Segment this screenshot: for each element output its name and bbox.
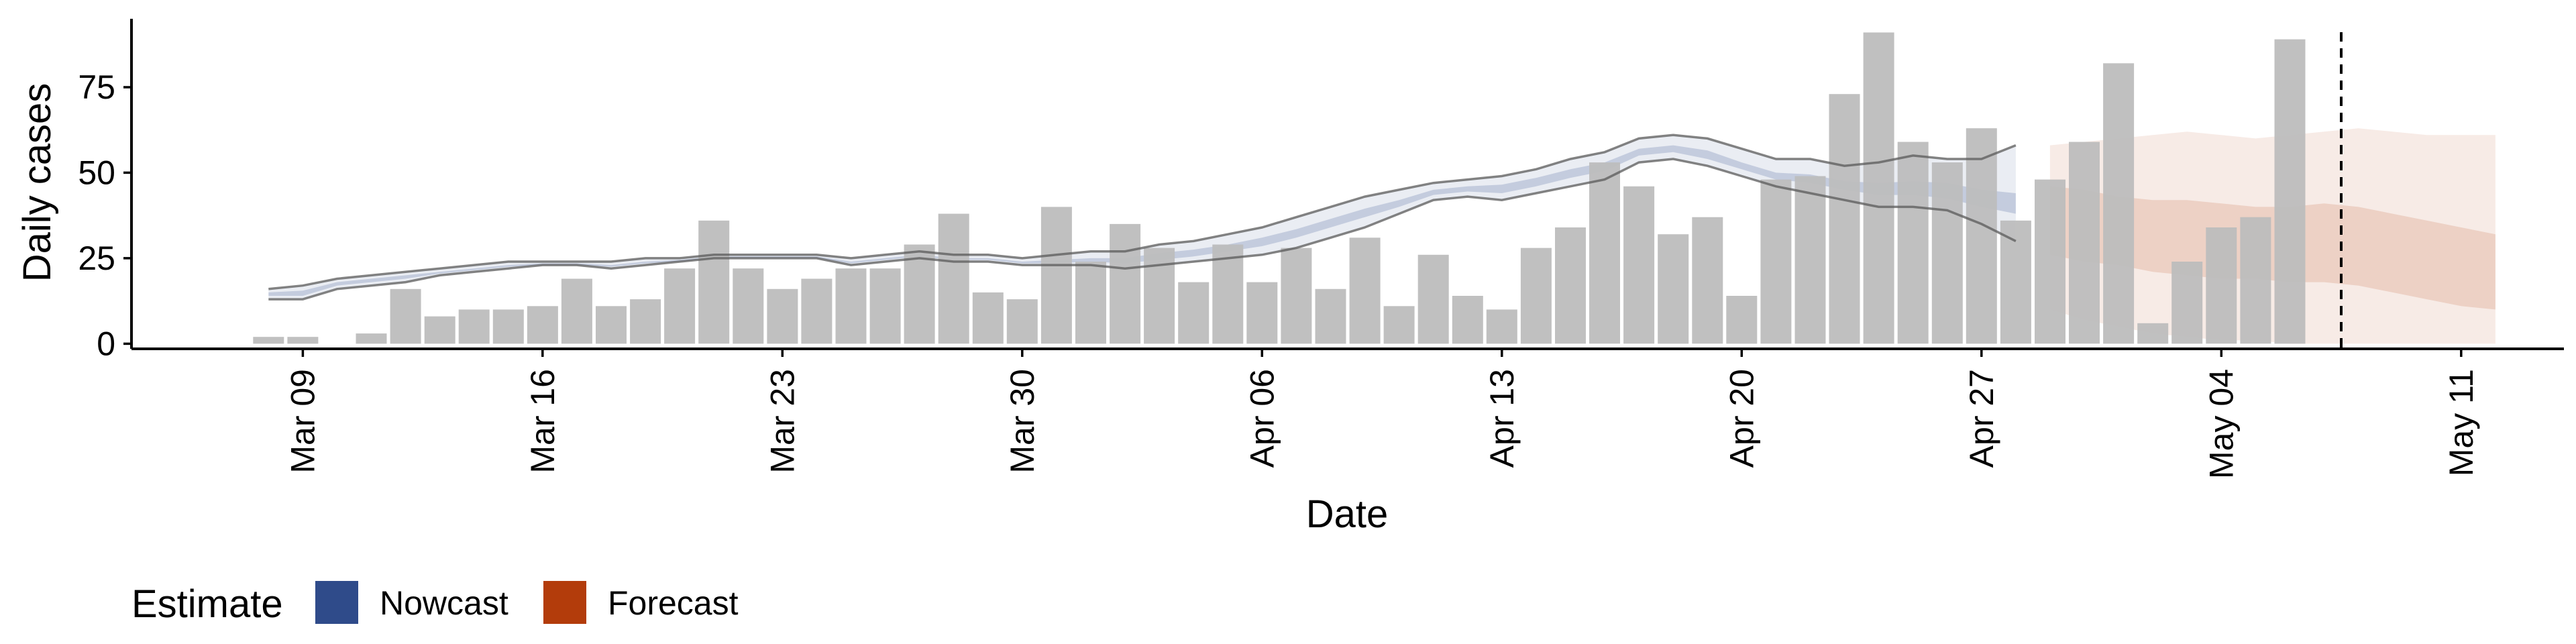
legend-label-nowcast: Nowcast bbox=[380, 584, 508, 622]
case-bar bbox=[1692, 217, 1723, 344]
y-tick-label: 25 bbox=[78, 239, 115, 277]
case-bar bbox=[1486, 309, 1517, 344]
case-bar bbox=[492, 309, 524, 344]
y-axis-ticks: 0 25 50 75 bbox=[78, 68, 131, 362]
case-bar bbox=[1383, 306, 1415, 344]
case-bar bbox=[835, 268, 867, 344]
x-tick-label: Mar 23 bbox=[763, 369, 801, 474]
case-bar bbox=[630, 299, 661, 344]
x-tick-label: Apr 06 bbox=[1243, 369, 1281, 468]
case-bar bbox=[2103, 63, 2135, 344]
forecast-band-50 bbox=[2049, 186, 2496, 310]
legend-key-nowcast bbox=[315, 581, 358, 624]
case-bar bbox=[1658, 234, 1689, 344]
case-bar bbox=[1281, 248, 1312, 344]
x-tick-label: Apr 20 bbox=[1723, 369, 1760, 468]
case-bar bbox=[2274, 39, 2306, 344]
nowcast-band-50 bbox=[268, 145, 2016, 296]
case-bar bbox=[938, 213, 969, 344]
case-bar bbox=[356, 333, 387, 344]
x-tick-label: May 04 bbox=[2202, 369, 2240, 479]
x-tick-label: Apr 13 bbox=[1483, 369, 1521, 468]
case-bar bbox=[1520, 248, 1552, 344]
case-bar bbox=[2035, 179, 2065, 344]
case-bar bbox=[2240, 217, 2271, 344]
nowcast-upper-line bbox=[268, 133, 2017, 290]
x-tick-label: Mar 09 bbox=[284, 369, 321, 474]
case-bar bbox=[972, 292, 1004, 344]
x-axis-title: Date bbox=[1306, 492, 1389, 536]
y-tick-label: 75 bbox=[78, 68, 115, 106]
case-bar bbox=[1897, 142, 1929, 344]
case-bar bbox=[767, 288, 798, 344]
case-bar bbox=[1246, 282, 1278, 344]
case-bar bbox=[1966, 128, 1997, 344]
axes bbox=[130, 19, 2564, 350]
case-bar bbox=[1417, 254, 1449, 344]
case-bar bbox=[2000, 220, 2031, 344]
case-bar bbox=[1555, 227, 1586, 344]
case-bar bbox=[1931, 162, 1963, 344]
case-bar bbox=[1760, 179, 1792, 344]
case-bar bbox=[1452, 296, 1483, 344]
x-tick-label: Mar 30 bbox=[1004, 369, 1041, 474]
case-bar bbox=[904, 244, 935, 344]
case-bar bbox=[1110, 223, 1141, 344]
legend-label-forecast: Forecast bbox=[608, 584, 739, 622]
y-axis-title: Daily cases bbox=[15, 83, 59, 282]
case-bar bbox=[2137, 323, 2169, 344]
case-bar bbox=[1623, 186, 1655, 344]
case-bar bbox=[2206, 227, 2237, 344]
case-bar bbox=[2069, 142, 2100, 344]
case-bar bbox=[1863, 32, 1894, 344]
case-bar bbox=[1349, 237, 1381, 344]
nowcast-lower-line bbox=[268, 158, 2017, 301]
case-bar bbox=[424, 316, 455, 344]
legend-key-forecast bbox=[543, 581, 586, 624]
case-bar bbox=[1726, 296, 1758, 344]
case-bar bbox=[1144, 248, 1175, 344]
case-bar bbox=[1589, 162, 1620, 344]
case-bar bbox=[1315, 288, 1346, 344]
nowcast-band-90 bbox=[268, 135, 2016, 300]
case-bar bbox=[801, 278, 833, 344]
y-tick-label: 50 bbox=[78, 154, 115, 191]
case-bar bbox=[664, 268, 696, 344]
case-bar bbox=[869, 268, 901, 344]
case-bar bbox=[596, 306, 627, 344]
x-tick-label: Mar 16 bbox=[524, 369, 561, 474]
case-bar bbox=[1006, 299, 1038, 344]
case-bar bbox=[390, 288, 421, 344]
case-bar bbox=[1829, 94, 1860, 344]
y-tick-label: 0 bbox=[97, 325, 115, 362]
case-bar bbox=[1075, 262, 1106, 344]
legend: Estimate Nowcast Forecast bbox=[131, 581, 739, 626]
case-bar bbox=[458, 309, 490, 344]
case-bar bbox=[287, 337, 319, 344]
case-bar bbox=[1794, 176, 1826, 344]
legend-title: Estimate bbox=[131, 582, 283, 626]
estimate-interval-lines bbox=[268, 133, 2017, 301]
case-bar bbox=[253, 337, 284, 344]
x-axis-ticks: Mar 09 Mar 16 Mar 23 Mar 30 Apr 06 Apr 13 Apr … bbox=[284, 349, 2480, 479]
case-bar bbox=[2171, 262, 2203, 344]
case-bar bbox=[698, 220, 730, 344]
case-bar bbox=[733, 268, 764, 344]
case-bar bbox=[561, 278, 592, 344]
case-bar bbox=[527, 306, 558, 344]
x-tick-label: Apr 27 bbox=[1963, 369, 2000, 468]
x-tick-label: May 11 bbox=[2443, 369, 2480, 476]
case-bar bbox=[1178, 282, 1210, 344]
case-bar bbox=[1040, 207, 1072, 344]
case-bar bbox=[1212, 244, 1244, 344]
forecast-band-90 bbox=[2049, 128, 2496, 344]
